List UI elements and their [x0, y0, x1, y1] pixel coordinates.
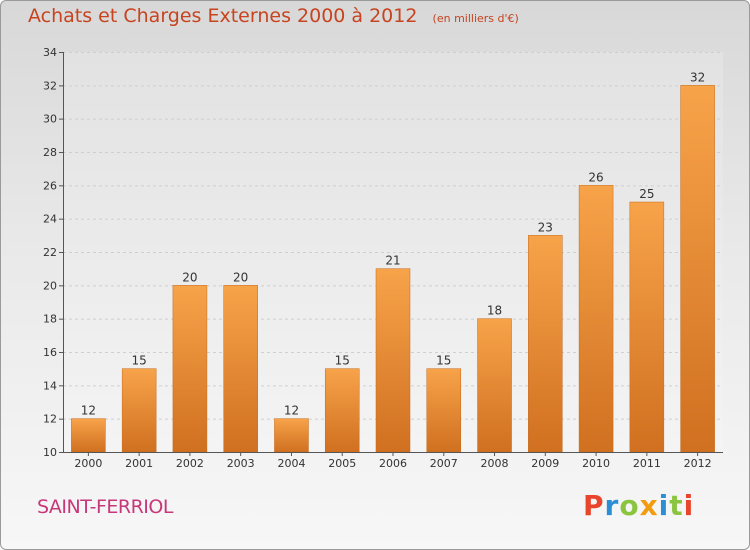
bar-value-label: 20: [182, 270, 197, 284]
y-tick-label: 10: [43, 446, 57, 459]
y-tick-label: 30: [43, 113, 57, 126]
bar: [426, 368, 462, 453]
bar: [578, 185, 614, 453]
bar-value-label: 18: [487, 304, 502, 318]
bar: [274, 418, 309, 453]
bar-value-label: 23: [538, 220, 553, 234]
x-tick-label: 2005: [328, 457, 356, 470]
x-tick-label: 2011: [633, 457, 661, 470]
bar-value-label: 15: [335, 354, 350, 368]
y-tick-label: 18: [43, 313, 57, 326]
x-tick-label: 2008: [481, 457, 509, 470]
x-tick-label: 2002: [176, 457, 204, 470]
logo-letter: o: [619, 489, 640, 522]
logo-letter: P: [583, 489, 605, 522]
chart-title: Achats et Charges Externes 2000 à 2012: [28, 5, 418, 27]
bar: [375, 268, 411, 453]
bar: [172, 285, 208, 453]
bar-value-label: 21: [385, 254, 400, 268]
x-tick-label: 2009: [531, 457, 559, 470]
x-tick-label: 2010: [582, 457, 610, 470]
x-tick-label: 2000: [74, 457, 102, 470]
x-tick-label: 2007: [430, 457, 458, 470]
bar-value-label: 12: [81, 404, 96, 418]
bar: [629, 201, 665, 453]
chart-subtitle: (en milliers d'€): [432, 12, 519, 25]
bar-value-label: 15: [436, 354, 451, 368]
bar: [71, 418, 106, 453]
y-tick-label: 26: [43, 179, 57, 192]
x-tick-label: 2003: [227, 457, 255, 470]
commune-name: SAINT-FERRIOL: [37, 496, 173, 518]
bar-value-label: 15: [132, 354, 147, 368]
bar-value-label: 12: [284, 404, 299, 418]
x-tick-label: 2006: [379, 457, 407, 470]
y-tick-label: 24: [43, 213, 57, 226]
logo-letter: t: [669, 489, 684, 522]
bar-value-label: 26: [588, 170, 603, 184]
bar: [680, 85, 715, 453]
bar: [477, 318, 512, 453]
x-tick-label: 2001: [125, 457, 153, 470]
bar: [121, 368, 157, 453]
bar: [528, 235, 563, 453]
bar-value-label: 20: [233, 270, 248, 284]
x-tick-label: 2012: [684, 457, 712, 470]
bar-value-label: 25: [639, 187, 654, 201]
y-tick-label: 32: [43, 79, 57, 92]
logo-letter: x: [639, 489, 659, 522]
y-tick-label: 14: [43, 379, 57, 392]
y-tick-label: 20: [43, 279, 57, 292]
bar: [324, 368, 360, 453]
bar-value-label: 32: [690, 70, 705, 84]
logo-letter: i: [658, 489, 670, 522]
y-tick-label: 12: [43, 413, 57, 426]
y-tick-label: 22: [43, 246, 57, 259]
proxiti-logo: Proxiti: [583, 489, 694, 522]
bar: [223, 285, 258, 453]
y-tick-label: 16: [43, 346, 57, 359]
logo-letter: i: [683, 489, 695, 522]
logo-letter: r: [604, 489, 620, 522]
title-row: Achats et Charges Externes 2000 à 2012 (…: [28, 5, 519, 27]
y-tick-label: 34: [43, 46, 57, 59]
x-tick-label: 2004: [277, 457, 305, 470]
y-tick-label: 28: [43, 146, 57, 159]
